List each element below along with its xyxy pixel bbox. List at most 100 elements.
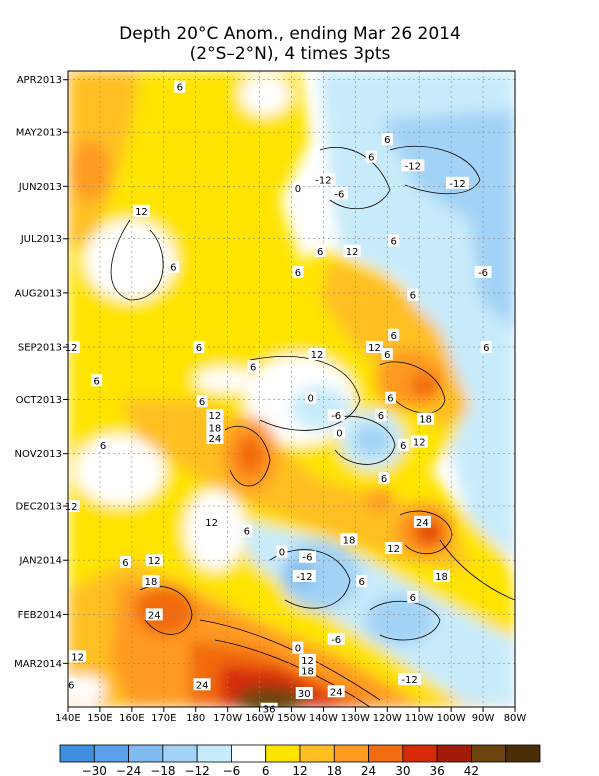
contour-label-bg bbox=[397, 438, 409, 451]
contour-label-bg bbox=[145, 608, 163, 621]
contour-label: 18 bbox=[209, 423, 222, 434]
contour-label: 12 bbox=[387, 544, 400, 555]
y-tick-label: JUL2013 bbox=[20, 234, 62, 245]
contour-label-bg bbox=[167, 260, 179, 273]
y-tick-label: DEC2013 bbox=[16, 502, 62, 513]
colorbar-label: −18 bbox=[150, 764, 175, 776]
contour-label: -12 bbox=[315, 175, 331, 186]
colorbar-label: 36 bbox=[430, 764, 445, 776]
colorbar-swatch bbox=[436, 744, 472, 763]
chart-subtitle: (2°S–2°N), 4 times 3pts bbox=[189, 44, 391, 64]
colorbar-swatch bbox=[402, 744, 438, 763]
contour-label-bg bbox=[314, 244, 326, 257]
contour-label: 12 bbox=[368, 343, 381, 354]
contour-label-bg bbox=[298, 653, 316, 666]
anomaly-field bbox=[68, 71, 515, 707]
contour-label-bg bbox=[292, 182, 304, 195]
contour-label-bg bbox=[260, 702, 278, 715]
colorbar-label: 30 bbox=[395, 764, 410, 776]
contour-label: 0 bbox=[307, 394, 313, 405]
contour-label: -6 bbox=[302, 553, 312, 564]
colorbar-label: 6 bbox=[262, 764, 270, 776]
colorbar-label: 24 bbox=[361, 764, 376, 776]
colorbar-swatch bbox=[231, 744, 267, 763]
contour-label-bg bbox=[384, 391, 396, 404]
contour-label: 6 bbox=[387, 394, 393, 405]
gridlines bbox=[68, 71, 515, 707]
contour-label: 6 bbox=[68, 680, 74, 691]
contour-label-bg bbox=[401, 159, 425, 172]
y-tick-label: JUN2013 bbox=[18, 182, 62, 193]
x-tick-label: 100W bbox=[437, 713, 466, 724]
contour-label: 12 bbox=[209, 411, 222, 422]
contour-label: -6 bbox=[478, 268, 488, 279]
contour-label-bg bbox=[327, 409, 345, 422]
contour-label: 18 bbox=[145, 577, 158, 588]
contour-label: 12 bbox=[65, 502, 78, 513]
x-tick-label: 180 bbox=[186, 713, 205, 724]
colorbar-swatch bbox=[128, 744, 164, 763]
contour-label: 12 bbox=[311, 350, 324, 361]
contour-label-bg bbox=[196, 395, 208, 408]
colorbar-label: −24 bbox=[116, 764, 141, 776]
contour-label-bg bbox=[340, 533, 358, 546]
contour-label: -6 bbox=[334, 189, 344, 200]
contour-label-bg bbox=[298, 664, 316, 677]
y-tick-label: SEP2013 bbox=[18, 343, 62, 354]
contour-label: 6 bbox=[100, 441, 106, 452]
y-axis: APR2013 MAY2013 JUN2013 JUL2013 AUG2013 SEP20… bbox=[14, 75, 68, 670]
contour-label-bg bbox=[446, 176, 470, 189]
x-tick-label: 170W bbox=[213, 713, 242, 724]
colorbar-label: −30 bbox=[82, 764, 107, 776]
contour-label: 24 bbox=[209, 434, 222, 445]
contour-label-bg bbox=[311, 173, 335, 186]
contour-label: 6 bbox=[368, 153, 374, 164]
y-tick-label: MAR2014 bbox=[14, 659, 62, 670]
contour-label: 6 bbox=[122, 558, 128, 569]
y-tick-label: APR2013 bbox=[17, 75, 62, 86]
contour-label-bg bbox=[292, 265, 304, 278]
contour-label-bg bbox=[333, 426, 345, 439]
x-tick-label: 90W bbox=[472, 713, 495, 724]
contour-label: 0 bbox=[279, 547, 285, 558]
contour-label: 24 bbox=[196, 680, 209, 691]
contour-label-bg bbox=[375, 409, 387, 422]
colorbar-swatch bbox=[59, 744, 95, 763]
contour-label-bg bbox=[193, 678, 211, 691]
y-tick-label: AUG2013 bbox=[15, 288, 62, 299]
contour-label-bg bbox=[206, 431, 224, 444]
chart-title: Depth 20°C Anom., ending Mar 26 2014 bbox=[119, 24, 461, 44]
contour-label: 6 bbox=[317, 247, 323, 258]
contour-label-bg bbox=[365, 150, 377, 163]
contour-label: 12 bbox=[135, 207, 148, 218]
colorbar-label: −6 bbox=[223, 764, 241, 776]
contour-label-bg bbox=[292, 641, 304, 654]
contour-label: 18 bbox=[435, 572, 448, 583]
contour-label: 6 bbox=[483, 343, 489, 354]
contour-label: 0 bbox=[295, 184, 301, 195]
colorbar: −30 −24 −18 −12 −6 6 12 18 24 30 36 42 bbox=[59, 744, 541, 776]
contour-label-bg bbox=[381, 348, 393, 361]
contour-label: 6 bbox=[359, 577, 365, 588]
contour-label: 6 bbox=[199, 397, 205, 408]
contour-label: 12 bbox=[301, 656, 314, 667]
contour-label-bg bbox=[388, 234, 400, 247]
contour-label: 6 bbox=[381, 474, 387, 485]
contour-label-bg bbox=[119, 555, 131, 568]
colorbar-swatch bbox=[333, 744, 369, 763]
contour-label-bg bbox=[142, 575, 160, 588]
contour-label-bg bbox=[407, 590, 419, 603]
x-tick-label: 150W bbox=[277, 713, 306, 724]
contour-label-bg bbox=[97, 438, 109, 451]
y-tick-label: OCT2013 bbox=[16, 395, 62, 406]
contour-label-bg bbox=[385, 542, 403, 554]
contour-label: -12 bbox=[449, 179, 465, 190]
contour-label: 6 bbox=[250, 362, 256, 373]
contour-label-bg bbox=[378, 472, 390, 485]
contour-label: 6 bbox=[384, 350, 390, 361]
contour-label-bg bbox=[410, 435, 428, 448]
contour-label: 12 bbox=[413, 437, 426, 448]
x-tick-label: 80W bbox=[504, 713, 527, 724]
contour-label: 36 bbox=[263, 705, 276, 716]
